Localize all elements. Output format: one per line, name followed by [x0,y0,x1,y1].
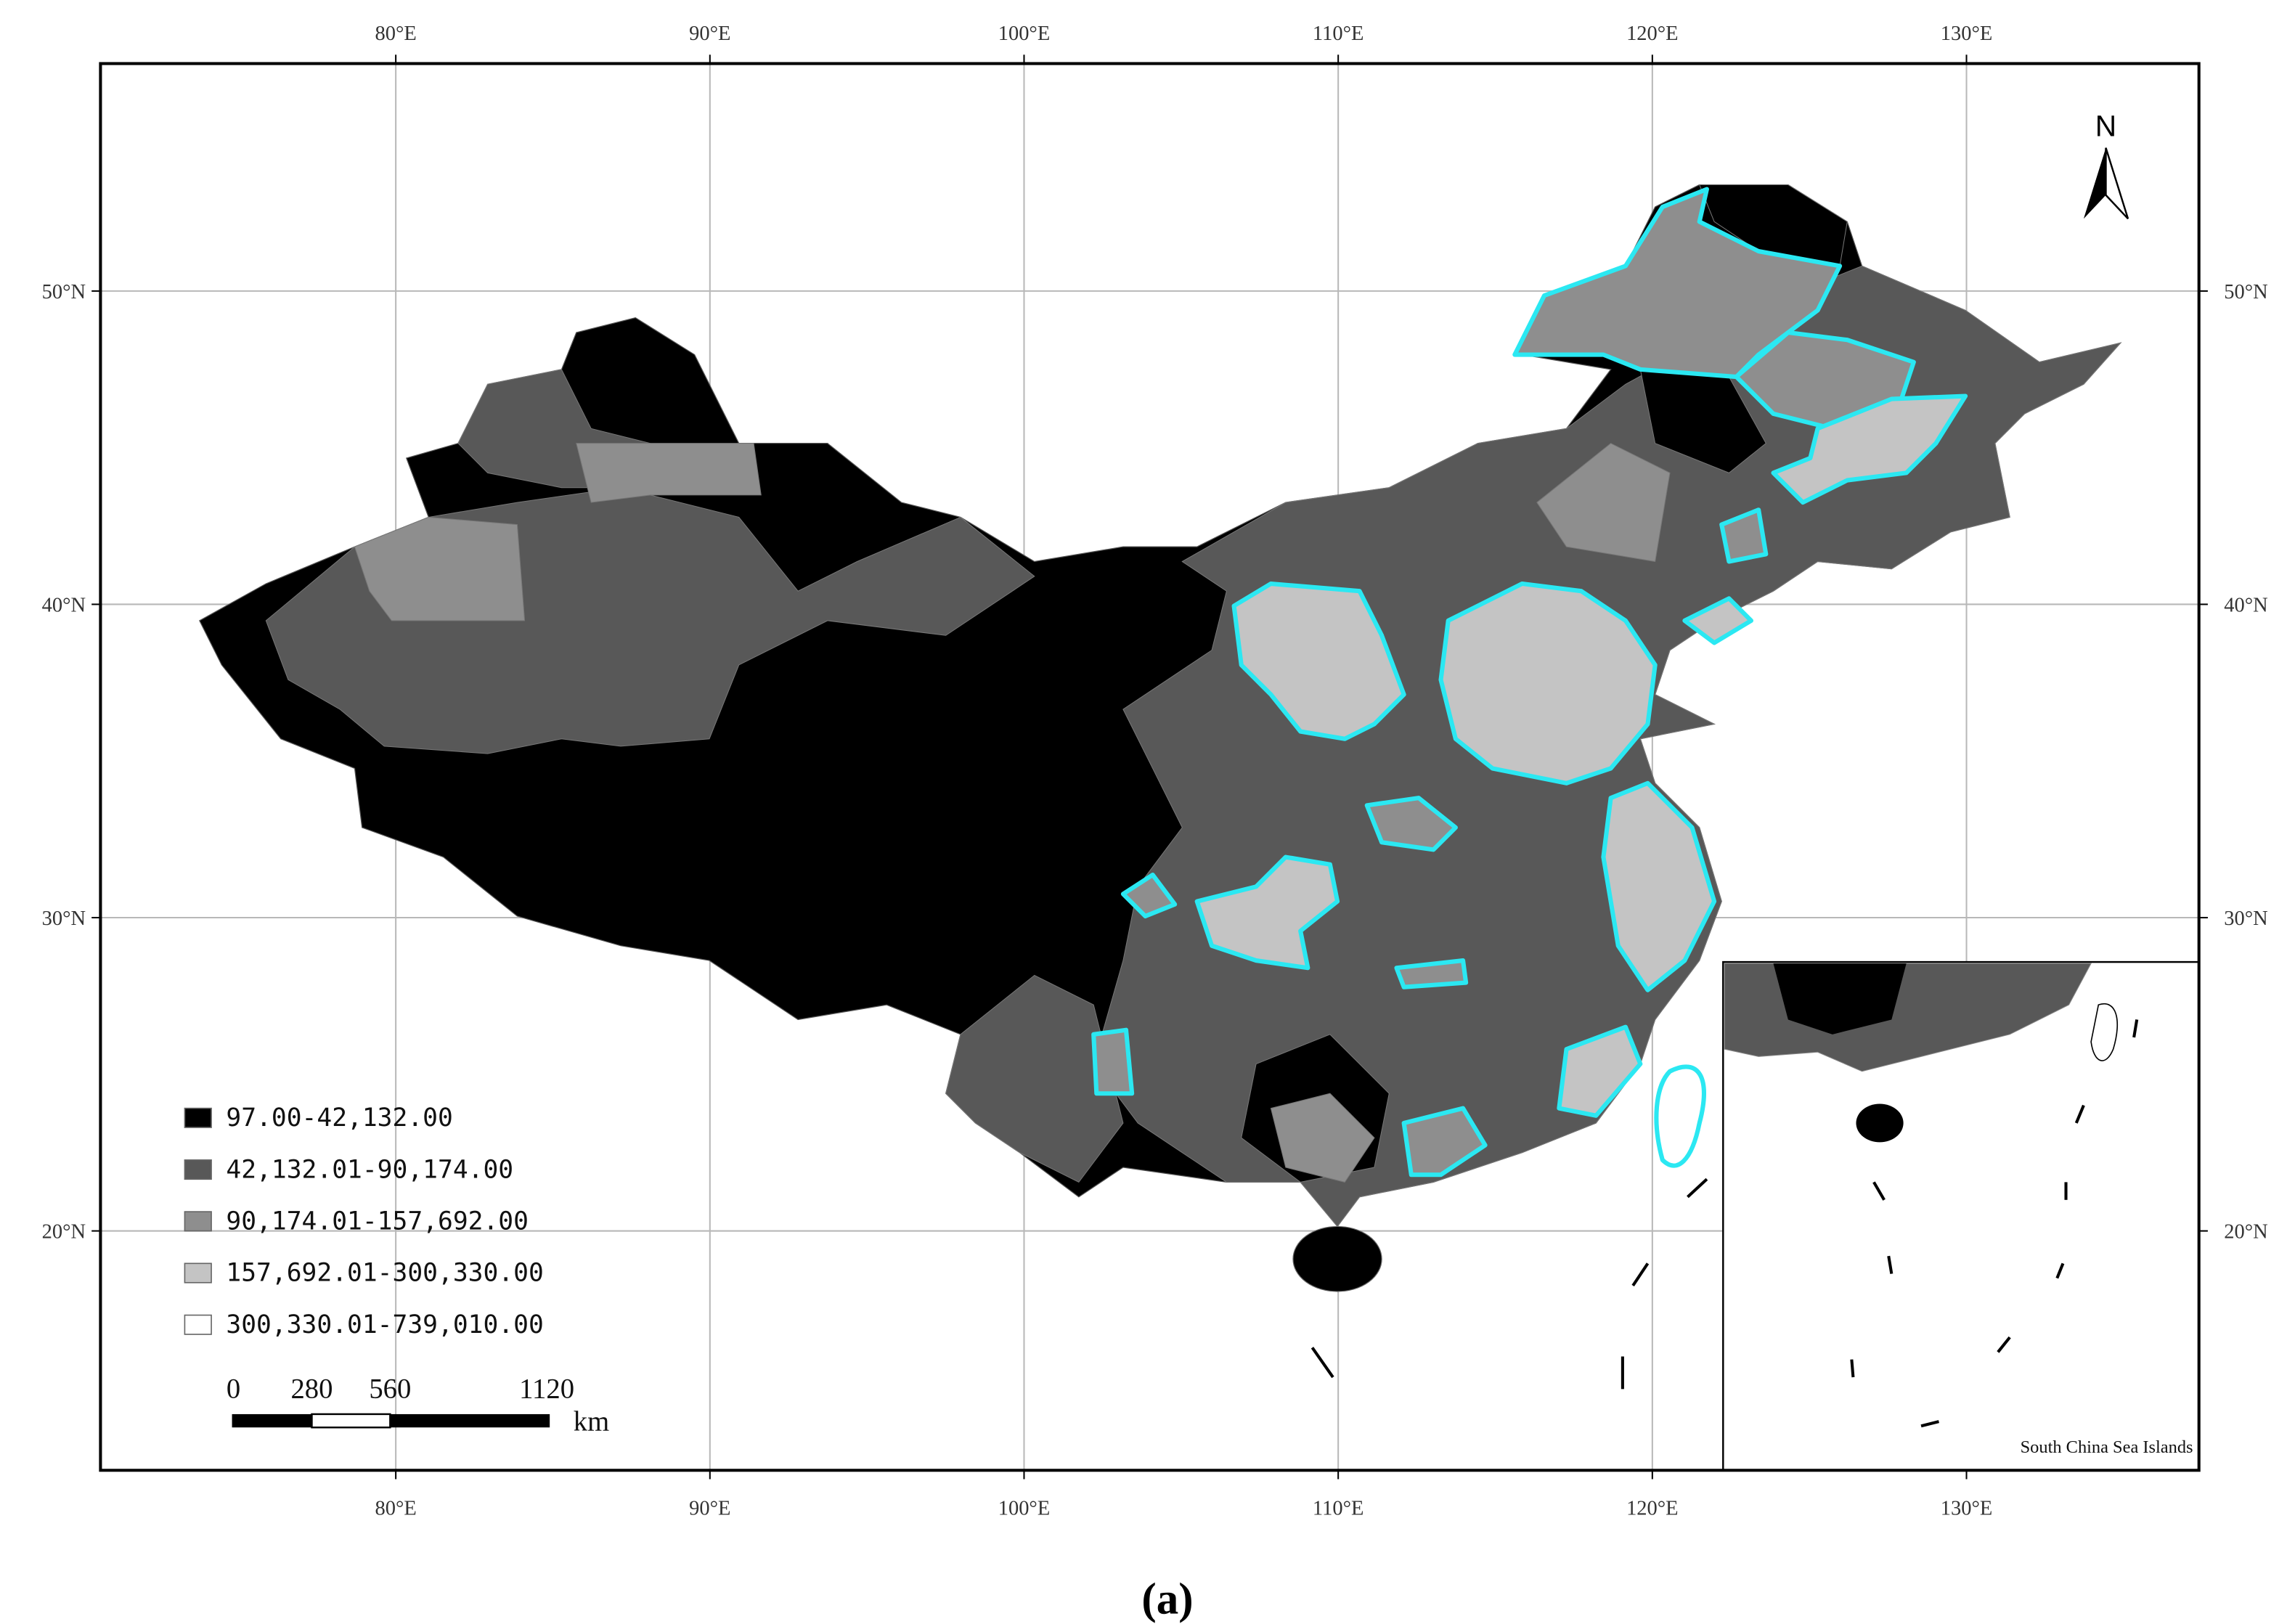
scale-segment [390,1413,550,1428]
boundary-dash [2132,1019,2139,1038]
boundary-dash [1997,1336,2011,1353]
inset-island [1856,1103,1904,1143]
land [198,184,2122,1292]
scale-bar: 0 280 560 1120 km [227,1374,609,1437]
legend-swatch [184,1107,212,1128]
boundary-dash [1310,1347,1334,1379]
latitude-label: 30°N [2224,907,2267,930]
region-gray-outlined [1091,1027,1135,1096]
inset-land [1773,963,1907,1035]
boundary-dash [1920,1420,1939,1428]
longitude-label: 120°E [1626,1497,1679,1519]
inset-map: South China Sea Islands [1722,960,2200,1472]
region-gray-outlined [1719,507,1769,564]
caption: (a) [1141,1575,1193,1624]
region-gray-outlined [1734,330,1916,431]
north-label: N [2095,109,2116,142]
legend-swatch [184,1314,212,1335]
boundary-dash [2074,1104,2085,1124]
legend-swatch [184,1262,212,1284]
region-gray [576,443,762,503]
boundary-dash [1887,1255,1894,1274]
scale-segment [311,1413,391,1429]
region-dark-gray [945,974,1124,1183]
longitude-label: 80°E [375,1497,416,1519]
region-gray [1536,443,1671,563]
latitude-label: 40°N [42,595,86,617]
longitude-label: 110°E [1313,23,1363,45]
boundary-dash [1872,1181,1886,1201]
longitude-label: 130°E [1941,1497,1993,1519]
scale-label: 1120 [519,1374,574,1405]
legend-label: 97.00-42,132.00 [226,1103,452,1133]
latitude-label: 40°N [2224,595,2267,617]
legend-swatch [184,1211,212,1232]
taiwan-island [1654,1064,1707,1168]
scale-unit: km [574,1406,609,1437]
region-gray-outlined [1401,1106,1488,1178]
region-gray-outlined [1364,796,1458,852]
boundary-dash [1687,1178,1708,1199]
scale-label: 280 [290,1374,333,1405]
longitude-label: 90°E [689,1497,730,1519]
region-gray [354,516,526,621]
region-light-outlined [1601,780,1717,992]
longitude-label: 80°E [375,23,416,45]
scale-segment [232,1413,312,1428]
legend-label: 300,330.01-739,010.00 [226,1310,543,1339]
inset-label: South China Sea Islands [2021,1437,2193,1457]
legend: 97.00-42,132.00 42,132.01-90,174.00 90,174… [184,1103,544,1339]
latitude-label: 50°N [42,281,86,303]
north-arrow-left [2083,147,2106,219]
north-arrow-right [2105,147,2129,220]
longitude-label: 100°E [998,23,1051,45]
longitude-label: 90°E [689,23,730,45]
legend-label: 42,132.01-90,174.00 [226,1155,513,1184]
region-gray-outlined [1394,958,1469,990]
latitude-label: 20°N [42,1221,86,1244]
inset-island [2090,1003,2119,1061]
scale-label: 0 [227,1374,240,1405]
south-sea-marks [1310,1178,1708,1390]
longitude-label: 120°E [1626,23,1679,45]
region-light-outlined [1682,596,1754,645]
latitude-label: 30°N [42,907,86,930]
region-light-outlined [1771,393,1968,505]
map-frame [99,62,2201,1472]
region-gray [1270,1093,1375,1183]
region-gray-outlined [1120,872,1178,919]
longitude-label: 110°E [1313,1497,1363,1519]
legend-swatch [184,1159,212,1180]
longitude-label: 100°E [998,1497,1051,1519]
region-light-outlined [1438,581,1658,786]
boundary-dash [1850,1359,1855,1378]
north-arrow: N [2083,109,2129,220]
region-gray-outlined [1512,187,1843,380]
legend-label: 157,692.01-300,330.00 [226,1259,543,1288]
hainan-island [1292,1225,1382,1292]
region-light-outlined [1194,854,1340,971]
latitude-label: 20°N [2224,1221,2267,1244]
boundary-dash [2055,1262,2065,1279]
region-light-outlined [1231,581,1406,741]
longitude-label: 130°E [1941,23,1993,45]
scale-label: 560 [369,1374,411,1405]
legend-label: 90,174.01-157,692.00 [226,1207,529,1236]
boundary-dash [1631,1262,1650,1286]
region-light-outlined [1557,1024,1643,1118]
inset-dashes [1850,1019,2139,1428]
latitude-label: 50°N [2224,281,2267,303]
